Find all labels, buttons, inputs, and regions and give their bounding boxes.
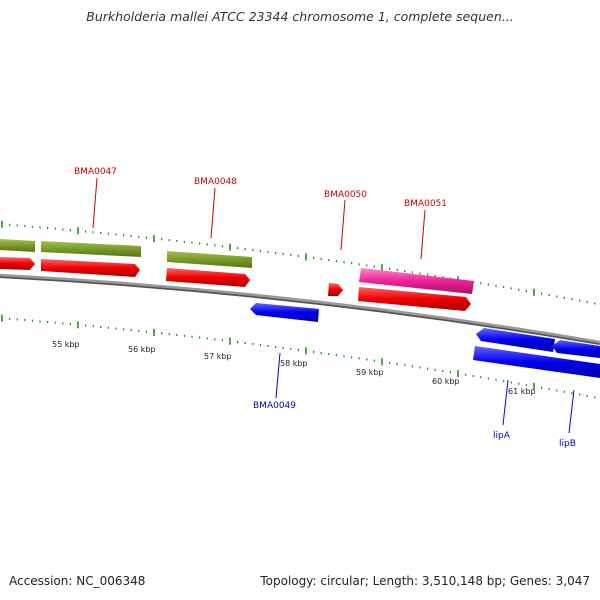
accession-text: Accession: NC_006348 [9, 574, 146, 588]
gene-bma0048-arrow [166, 268, 250, 287]
leader-lipA [502, 379, 509, 426]
kbp-label-58: 58 kbp [280, 359, 308, 368]
feature-olive-2 [41, 241, 141, 257]
feature-olive-1 [0, 239, 35, 252]
feature-pink [359, 268, 474, 294]
gene-label-bma0051[interactable]: BMA0051 [404, 199, 447, 209]
genome-stats-text: Topology: circular; Length: 3,510,148 bp… [260, 574, 590, 588]
kbp-label-61: 61 kbp [508, 387, 536, 396]
leader-bma0049 [275, 352, 281, 399]
gene-label-bma0050[interactable]: BMA0050 [324, 190, 367, 200]
feature-blue-lipA-top [476, 328, 555, 352]
leader-bma0050 [340, 199, 346, 251]
gene-label-bma0047[interactable]: BMA0047 [74, 167, 117, 177]
feature-red-1 [0, 257, 35, 270]
gene-bma0047-arrow [41, 259, 140, 277]
kbp-label-56: 56 kbp [128, 345, 156, 354]
feature-olive-3 [167, 251, 252, 268]
gene-label-lipB[interactable]: lipB [559, 439, 576, 449]
leader-bma0048 [210, 187, 216, 239]
gene-bma0051-arrow [358, 287, 471, 311]
leader-bma0051 [420, 209, 426, 260]
gene-label-bma0048[interactable]: BMA0048 [194, 177, 237, 187]
gene-label-lipA[interactable]: lipA [493, 431, 511, 441]
kbp-label-59: 59 kbp [356, 368, 384, 377]
leader-lipB [568, 389, 575, 434]
feature-blue-right-top [552, 340, 600, 358]
backbone [0, 273, 600, 344]
gene-bma0049-arrow [250, 303, 319, 322]
feature-blue-bottom [473, 346, 600, 378]
tick-marks [1, 220, 596, 399]
kbp-label-60: 60 kbp [432, 377, 460, 386]
kbp-label-57: 57 kbp [204, 352, 232, 361]
gene-label-bma0049[interactable]: BMA0049 [253, 401, 296, 411]
map-title: Burkholderia mallei ATCC 23344 chromosom… [86, 9, 514, 24]
leader-bma0047 [92, 177, 98, 229]
gene-bma0050-arrow [328, 283, 343, 296]
kbp-label-55: 55 kbp [52, 340, 80, 349]
